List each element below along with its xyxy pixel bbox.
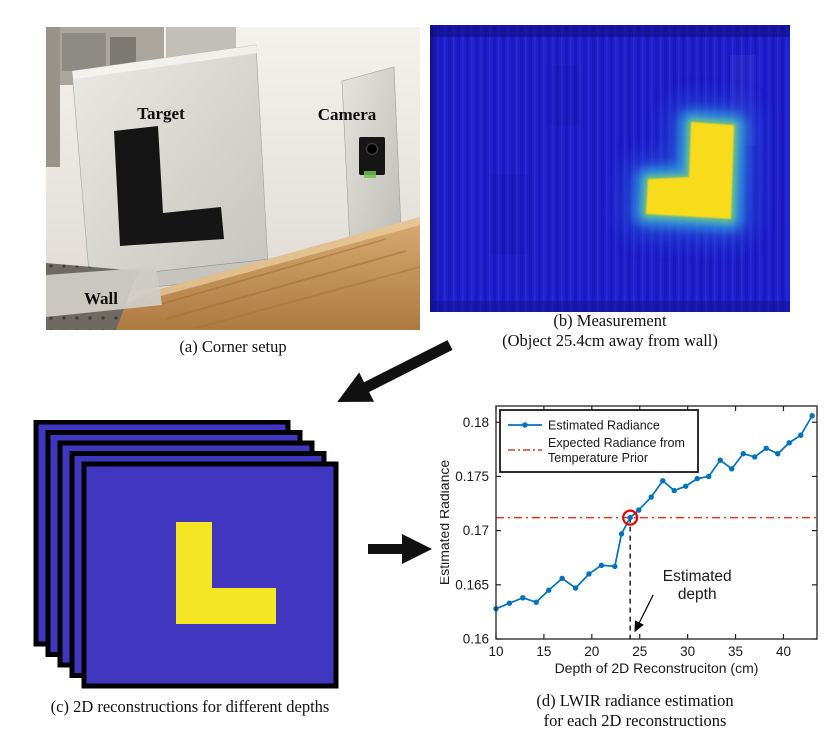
svg-text:Expected Radiance from: Expected Radiance from [548, 436, 685, 450]
caption-panel-b: (b) Measurement (Object 25.4cm away from… [430, 311, 790, 351]
radiance-chart: 10 15 20 25 30 35 40 0.16 0.165 0.17 0.175 0.18 Dept… [440, 405, 818, 676]
svg-text:0.16: 0.16 [463, 632, 489, 647]
svg-text:10: 10 [488, 644, 503, 659]
svg-text:25: 25 [632, 644, 647, 659]
caption-panel-d: (d) LWIR radiance estimation for each 2D… [440, 691, 827, 731]
wood-board [82, 217, 420, 330]
svg-text:40: 40 [776, 644, 791, 659]
svg-text:Estimated: Estimated [663, 568, 732, 585]
corner-setup-photo: Target Camera Wall [46, 27, 420, 330]
svg-text:depth: depth [678, 586, 717, 603]
reconstruction-l-shape [176, 522, 276, 624]
wall-label: Wall [84, 289, 118, 308]
svg-text:0.165: 0.165 [455, 577, 489, 592]
svg-text:Estimated Radiance: Estimated Radiance [440, 460, 452, 586]
black-l-target-shape [114, 126, 224, 246]
svg-text:35: 35 [728, 644, 743, 659]
camera-module [359, 137, 385, 178]
panel-reconstructions [30, 420, 346, 692]
optical-table-corner [46, 263, 162, 330]
caption-panel-b-line2: (Object 25.4cm away from wall) [502, 331, 718, 350]
target-plate [71, 44, 269, 286]
svg-text:Depth of 2D Reconstruciton (cm: Depth of 2D Reconstruciton (cm) [555, 660, 759, 676]
panel-corner-setup: Target Camera Wall [46, 27, 420, 330]
panel-radiance-chart: 10 15 20 25 30 35 40 0.16 0.165 0.17 0.175 0.18 Dept… [440, 394, 825, 686]
svg-text:0.175: 0.175 [455, 469, 489, 484]
caption-panel-a: (a) Corner setup [179, 337, 287, 356]
panel-measurement [430, 25, 790, 312]
target-label: Target [137, 104, 185, 123]
svg-text:0.17: 0.17 [463, 523, 489, 538]
camera-label: Camera [318, 105, 377, 124]
caption-panel-d-line2: for each 2D reconstructions [543, 711, 727, 730]
svg-text:Estimated Radiance: Estimated Radiance [548, 419, 660, 433]
thermal-image [430, 25, 790, 312]
svg-text:20: 20 [584, 644, 599, 659]
caption-panel-b-line1: (b) Measurement [553, 311, 667, 330]
svg-text:30: 30 [680, 644, 695, 659]
reconstruction-stack [33, 420, 339, 689]
svg-text:Temperature Prior: Temperature Prior [548, 451, 648, 465]
caption-panel-c: (c) 2D reconstructions for different dep… [50, 697, 330, 716]
thermal-l-shape [645, 121, 735, 220]
svg-text:15: 15 [536, 644, 551, 659]
caption-panel-d-line1: (d) LWIR radiance estimation [536, 691, 734, 710]
lab-equipment [46, 27, 236, 167]
svg-text:0.18: 0.18 [463, 415, 489, 430]
